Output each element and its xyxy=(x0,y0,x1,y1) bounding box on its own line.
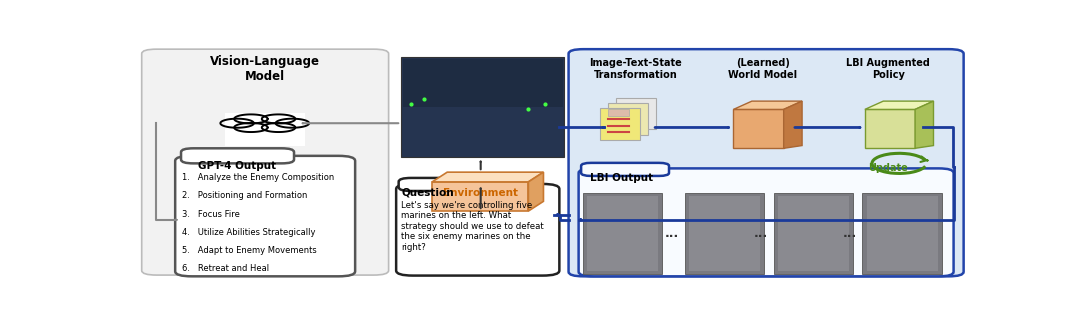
Text: 4.   Utilize Abilities Strategically: 4. Utilize Abilities Strategically xyxy=(181,228,315,237)
FancyBboxPatch shape xyxy=(581,163,669,176)
FancyBboxPatch shape xyxy=(181,148,294,163)
FancyBboxPatch shape xyxy=(588,196,658,271)
Text: 5.   Adapt to Enemy Movements: 5. Adapt to Enemy Movements xyxy=(181,246,316,255)
Text: Update: Update xyxy=(868,163,908,173)
FancyBboxPatch shape xyxy=(617,98,657,129)
Text: LBI Augmented
Policy: LBI Augmented Policy xyxy=(847,58,930,80)
FancyBboxPatch shape xyxy=(401,57,565,157)
Text: (Learned)
World Model: (Learned) World Model xyxy=(728,58,797,80)
Text: ...: ... xyxy=(754,227,768,240)
FancyBboxPatch shape xyxy=(599,108,639,140)
Text: 1.   Analyze the Enemy Composition: 1. Analyze the Enemy Composition xyxy=(181,173,334,183)
Polygon shape xyxy=(432,172,543,182)
FancyBboxPatch shape xyxy=(579,169,954,276)
Text: GPT-4 Output: GPT-4 Output xyxy=(198,161,275,171)
Polygon shape xyxy=(784,101,802,148)
FancyBboxPatch shape xyxy=(773,194,853,274)
Text: Environment: Environment xyxy=(443,188,518,199)
FancyBboxPatch shape xyxy=(583,194,662,274)
Polygon shape xyxy=(865,101,933,110)
Polygon shape xyxy=(915,101,933,148)
Text: Image-Text-State
Transformation: Image-Text-State Transformation xyxy=(590,58,681,80)
Text: 2.   Positioning and Formation: 2. Positioning and Formation xyxy=(181,191,307,200)
FancyBboxPatch shape xyxy=(778,196,849,271)
FancyBboxPatch shape xyxy=(396,184,559,275)
Text: 3.   Focus Fire: 3. Focus Fire xyxy=(181,210,240,218)
Polygon shape xyxy=(528,172,543,211)
FancyBboxPatch shape xyxy=(608,103,648,135)
FancyBboxPatch shape xyxy=(403,59,563,107)
FancyBboxPatch shape xyxy=(685,194,765,274)
Text: Vision-Language
Model: Vision-Language Model xyxy=(210,55,320,83)
FancyBboxPatch shape xyxy=(175,156,355,276)
Polygon shape xyxy=(733,110,784,148)
Text: Let's say we're controlling five
marines on the left. What
strategy should we us: Let's say we're controlling five marines… xyxy=(401,201,544,252)
FancyBboxPatch shape xyxy=(689,196,760,271)
FancyBboxPatch shape xyxy=(141,49,389,275)
Text: 6.   Retreat and Heal: 6. Retreat and Heal xyxy=(181,264,269,273)
Polygon shape xyxy=(432,182,528,211)
Text: LBI Output: LBI Output xyxy=(591,173,653,183)
Polygon shape xyxy=(865,110,915,148)
FancyBboxPatch shape xyxy=(225,113,305,146)
FancyBboxPatch shape xyxy=(399,178,478,191)
Text: ...: ... xyxy=(665,227,679,240)
FancyBboxPatch shape xyxy=(568,49,963,276)
FancyBboxPatch shape xyxy=(862,194,942,274)
FancyBboxPatch shape xyxy=(866,196,937,271)
Text: ...: ... xyxy=(842,227,856,240)
Text: Question: Question xyxy=(401,188,454,198)
Polygon shape xyxy=(733,101,802,110)
FancyBboxPatch shape xyxy=(608,110,629,116)
